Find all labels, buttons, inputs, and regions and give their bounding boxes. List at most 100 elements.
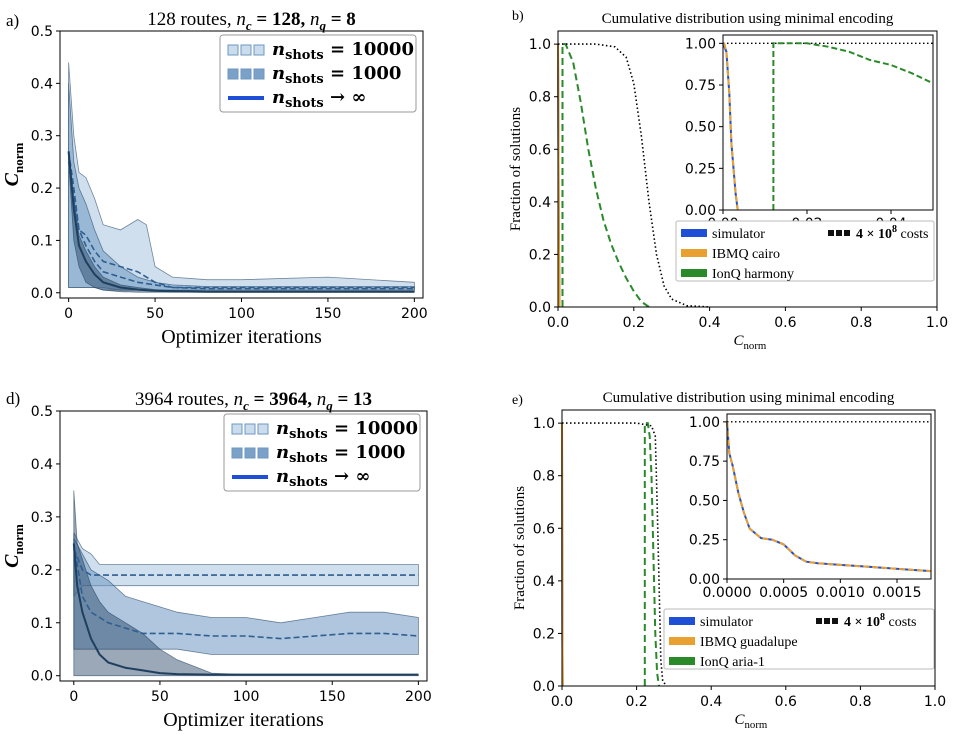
legend-swatch-e-2 [669,657,695,665]
legend-label-b-1: IBMQ cairo [712,247,780,262]
legend-box-d [223,413,421,492]
inset-line-b-2 [772,42,934,210]
chart-title-a: 128 routes, nc = 128, nq = 8 [147,9,356,33]
legend-swatch-costs-e [816,618,822,624]
legend-swatch-costs-b [836,230,842,236]
axis-b-xtick-label: 0.2 [623,315,645,331]
chart-title-d: 3964 routes, nc = 3964, nq = 13 [135,389,372,413]
mean-line-a-1 [67,161,415,290]
axis-d-ytick-label: 0.0 [31,669,53,685]
axis-b-xtick-label: 0.6 [774,315,796,331]
axis-b-ytick-label: 0.6 [529,142,551,158]
legend-swatch-a-0 [240,44,252,56]
legend-swatch-d-0 [231,423,243,435]
legend-swatch-costs-e [832,618,838,624]
axis-d-xtick-label: 150 [319,689,346,705]
axis-d-ytick-label: 0.4 [31,457,53,473]
axes-frame-d [59,410,428,682]
axis-a-ytick-label: 0.4 [31,76,53,92]
legend-label-a-2: nshots → ∞ [272,87,366,111]
axis-e-ytick-label: 1.0 [533,416,555,432]
legend-swatch-a-1 [253,68,265,80]
axes-frame-b [557,30,938,308]
inset-axis-b-ytick-label: 1.00 [685,36,716,52]
y-axis-label-b: Fraction of solutions [508,107,524,231]
legend-label-b-0: simulator [712,227,765,242]
axis-e-xtick-label: 0.4 [700,694,722,710]
axis-e-xtick-label: 0.2 [625,694,647,710]
axis-d-ytick-label: 0.2 [31,563,53,579]
legend-label-d-0: nshots = 10000 [276,418,418,442]
inset-axis-b-ytick-label: 0.75 [685,78,716,94]
axis-a-ytick-label: 0.5 [31,24,53,40]
axis-a-xtick-label: 100 [228,306,255,322]
y-axis-label-e: Fraction of solutions [512,486,528,610]
legend-swatch-costs-b [828,230,834,236]
axes-frame-e [561,409,936,687]
inset-axis-b-ytick-label: 0.00 [685,203,716,219]
axis-d-ytick-label: 0.1 [31,616,53,632]
inset-line-e-1 [726,421,932,573]
panel-label-e: e) [512,393,523,408]
axis-d-xtick-label: 0 [69,689,78,705]
axis-b-xtick-label: 0.0 [547,315,569,331]
axis-e-xtick-label: 0.8 [849,694,871,710]
legend-label-d-1: nshots = 1000 [276,442,405,466]
legend-swatch-e-0 [669,617,695,625]
legend-swatch-b-2 [681,269,707,277]
legend-box-a [219,34,417,113]
legend-box-e [663,608,935,670]
inset-axis-e-xtick-label: 0.0000 [703,585,752,601]
axis-a-xtick-label: 150 [315,306,342,322]
chart-title-e: Cumulative distribution using minimal en… [603,390,895,406]
axis-a-xtick-label: 50 [146,306,164,322]
axis-e-ytick-label: 0.0 [533,679,555,695]
cdf-line-e-2 [643,422,660,687]
band-d-2 [73,490,419,677]
axis-e-ytick-label: 0.2 [533,626,555,642]
axis-b-ytick-label: 0.8 [529,90,551,106]
legend-swatch-d-2 [232,475,268,479]
panel-label-a: a) [6,11,19,30]
legend-label-e-2: IonQ aria-1 [700,655,765,670]
axis-b-xtick-label: 1.0 [926,315,948,331]
inset-axis-e-ytick-label: 1.00 [689,415,720,431]
chart-title-b: Cumulative distribution using minimal en… [602,11,894,27]
inset-axis-e-ytick-label: 0.75 [689,454,720,470]
axis-e-ytick-label: 0.6 [533,521,555,537]
panel-label-d: d) [6,389,20,408]
x-axis-label-a: Optimizer iterations [161,326,322,348]
legend-label-a-0: nshots = 10000 [272,39,414,63]
axis-e-xtick-label: 0.6 [775,694,797,710]
legend-swatch-a-1 [240,68,252,80]
x-axis-label-e: Cnorm [735,712,768,731]
inset-axis-e-ytick-label: 0.00 [689,572,720,588]
legend-swatch-d-0 [244,423,256,435]
inset-axis-b-ytick-label: 0.50 [685,120,716,136]
legend-swatch-d-1 [244,447,256,459]
legend-swatch-b-1 [681,249,707,257]
legend-swatch-costs-e [824,618,830,624]
legend-swatch-d-1 [257,447,269,459]
x-axis-label-b: Cnorm [734,333,767,352]
inset-axis-e-xtick-label: 0.0010 [816,585,865,601]
legend-label-e-1: IBMQ guadalupe [700,635,798,650]
axis-d-ytick-label: 0.5 [31,404,53,420]
axis-e-xtick-label: 0.0 [551,694,573,710]
axis-d-xtick-label: 50 [151,689,169,705]
legend-swatch-costs-b [844,230,850,236]
legend-swatch-a-0 [227,44,239,56]
legend-label-b-2: IonQ harmony [712,267,794,282]
axis-a-ytick-label: 0.3 [31,129,53,145]
axis-b-xtick-label: 0.4 [698,315,720,331]
x-axis-label-d: Optimizer iterations [163,709,324,731]
inset-frame-b [722,34,934,211]
axis-a-ytick-label: 0.1 [31,233,53,249]
axis-a-ytick-label: 0.2 [31,181,53,197]
inset-axis-e-xtick-label: 0.0015 [873,585,922,601]
mean-line-a-0 [67,151,415,289]
axis-a-xtick-label: 200 [401,306,428,322]
mean-line-d-2 [72,543,419,676]
inset-bg-b [723,35,933,210]
